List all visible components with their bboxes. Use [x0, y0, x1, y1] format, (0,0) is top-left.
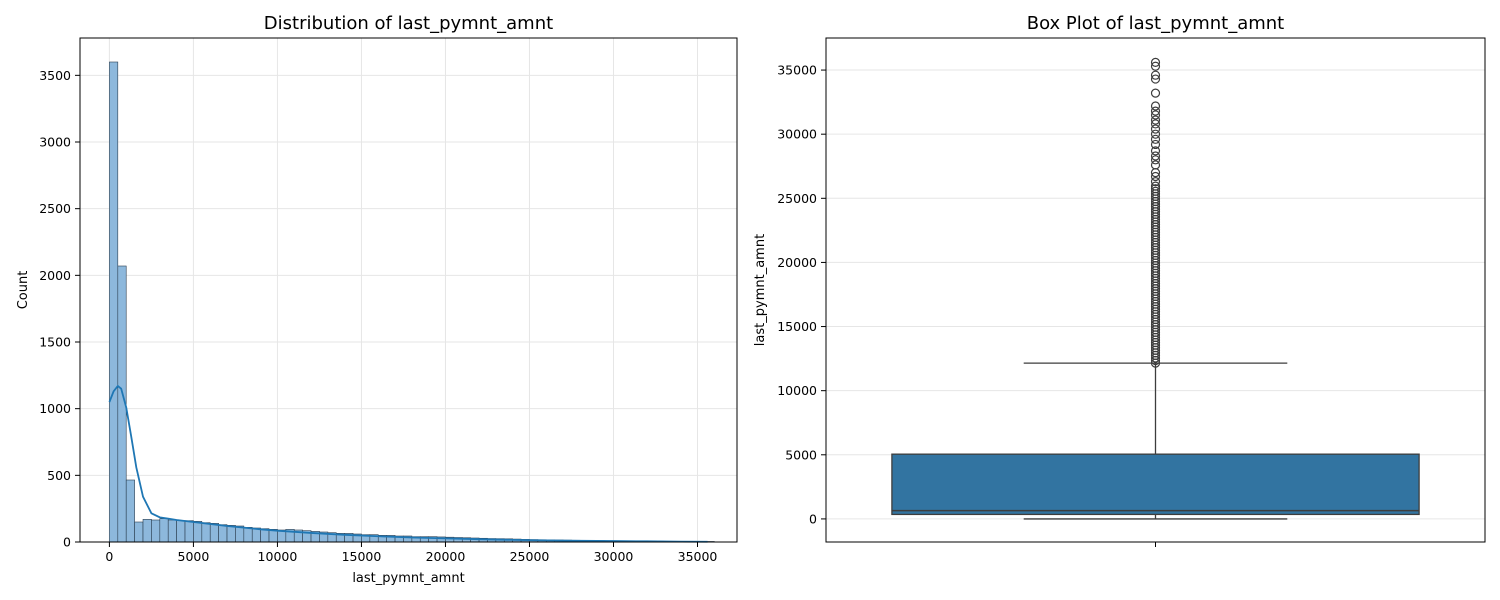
- hist-bar-6: [159, 518, 169, 543]
- hist-bar-12: [209, 523, 219, 543]
- outlier-68: [1150, 184, 1161, 194]
- outlier-85: [1150, 101, 1161, 111]
- outlier-77: [1150, 139, 1161, 150]
- hist-xtick-label-3: 15000: [342, 549, 382, 564]
- box-ytick-label-7: 35000: [777, 63, 817, 78]
- box-ytick-label-2: 10000: [777, 383, 817, 398]
- hist-bar-13: [218, 524, 228, 543]
- hist-bar-8: [176, 520, 186, 543]
- hist-xtick-label-6: 30000: [594, 549, 634, 564]
- hist-xtick-label-7: 35000: [678, 549, 718, 564]
- outlier-71: [1150, 171, 1161, 182]
- hist-ytick-label-1: 500: [47, 468, 71, 483]
- outlier-73: [1150, 160, 1161, 170]
- outlier-78: [1150, 134, 1161, 144]
- hist-bar-7: [167, 519, 177, 543]
- boxplot-outliers: [1150, 57, 1161, 368]
- outlier-67: [1150, 186, 1161, 196]
- hist-ytick-label-5: 2500: [39, 201, 71, 216]
- outlier-70: [1150, 177, 1161, 187]
- box-ytick-label-1: 5000: [785, 447, 817, 462]
- outlier-82: [1150, 115, 1161, 125]
- hist-xtick-label-0: 0: [105, 549, 113, 564]
- outlier-79: [1150, 129, 1161, 139]
- hist-bar-9: [184, 520, 194, 543]
- boxplot-title: Box Plot of last_pymnt_amnt: [1027, 13, 1284, 34]
- outlier-87: [1150, 74, 1161, 84]
- outlier-69: [1150, 181, 1161, 191]
- hist-ytick-label-2: 1000: [39, 401, 71, 416]
- box-ytick-label-3: 15000: [777, 319, 817, 334]
- histogram-y-label: Count: [16, 271, 31, 310]
- hist-ytick-label-7: 3500: [39, 68, 71, 83]
- hist-bar-11: [201, 522, 211, 543]
- box-ytick-label-6: 30000: [777, 127, 817, 142]
- hist-bar-10: [193, 521, 203, 543]
- hist-bar-15: [235, 525, 245, 543]
- histogram-frame: [79, 37, 738, 543]
- histogram-y-ticks: 0 500 1000 1500 2000 2500 3000 3500: [39, 68, 80, 550]
- outlier-83: [1150, 110, 1161, 120]
- hist-xtick-label-1: 5000: [178, 549, 210, 564]
- histogram-bars: [109, 61, 715, 543]
- outlier-88: [1150, 70, 1161, 80]
- hist-ytick-label-6: 3000: [39, 135, 71, 150]
- boxplot-body: [891, 362, 1420, 520]
- hist-bar-14: [226, 525, 236, 543]
- box-ytick-label-4: 20000: [777, 255, 817, 270]
- hist-bar-2: [125, 479, 135, 543]
- histogram-panel: Distribution of last_pymnt_amnt 0 5000 100…: [16, 13, 738, 586]
- histogram-title: Distribution of last_pymnt_amnt: [264, 13, 553, 34]
- outlier-90: [1150, 57, 1161, 67]
- outlier-89: [1150, 61, 1161, 71]
- boxplot-panel: Box Plot of last_pymnt_amnt 0 5000 10000 15…: [753, 13, 1486, 547]
- kde-curve: [108, 384, 708, 543]
- hist-bar-5: [151, 519, 161, 543]
- outlier-76: [1150, 146, 1161, 156]
- box-ytick-label-0: 0: [809, 511, 817, 526]
- iqr-box: [891, 453, 1420, 516]
- hist-ytick-label-4: 2000: [39, 268, 71, 283]
- box-ytick-label-5: 25000: [777, 191, 817, 206]
- hist-bar-0: [109, 61, 119, 543]
- hist-ytick-label-0: 0: [63, 535, 71, 550]
- hist-bar-3: [134, 521, 144, 543]
- hist-xtick-label-5: 25000: [510, 549, 550, 564]
- boxplot-y-label: last_pymnt_amnt: [753, 234, 768, 346]
- boxplot-y-ticks: 0 5000 10000 15000 20000 25000 30000 35000: [777, 63, 826, 526]
- outlier-80: [1150, 124, 1161, 134]
- outlier-86: [1150, 88, 1161, 98]
- hist-ytick-label-3: 1500: [39, 335, 71, 350]
- outlier-75: [1150, 151, 1161, 161]
- histogram-grid: [80, 38, 737, 543]
- outlier-74: [1150, 155, 1161, 165]
- hist-bar-4: [142, 519, 152, 543]
- histogram-x-ticks: 0 5000 10000 15000 20000 25000 30000 35000: [105, 542, 717, 564]
- outlier-84: [1150, 106, 1161, 116]
- hist-bar-16: [243, 527, 253, 543]
- hist-xtick-label-4: 20000: [426, 549, 466, 564]
- histogram-x-label: last_pymnt_amnt: [352, 571, 464, 586]
- hist-xtick-label-2: 10000: [258, 549, 298, 564]
- outlier-81: [1150, 119, 1161, 129]
